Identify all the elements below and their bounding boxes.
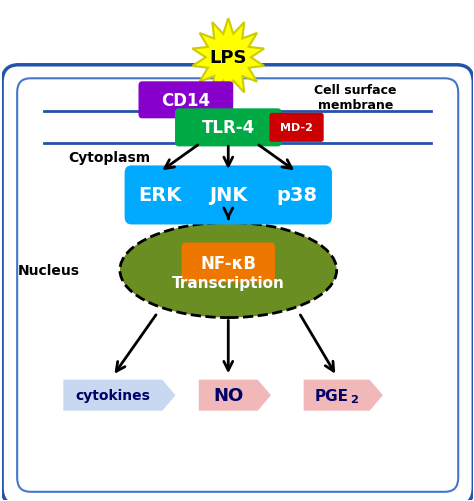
FancyBboxPatch shape [182,243,275,283]
Text: PGE: PGE [315,388,349,403]
Text: Cytoplasm: Cytoplasm [68,151,150,165]
Polygon shape [304,380,383,411]
FancyBboxPatch shape [125,166,332,225]
Polygon shape [192,19,264,97]
FancyBboxPatch shape [270,114,324,143]
Text: ERK: ERK [138,186,182,205]
FancyBboxPatch shape [175,109,282,147]
Text: NF-κB: NF-κB [201,254,256,272]
Polygon shape [199,380,271,411]
Text: 2: 2 [351,394,358,404]
Text: cytokines: cytokines [75,388,150,402]
Text: LPS: LPS [210,49,247,67]
Text: JNK: JNK [209,186,247,205]
FancyBboxPatch shape [2,66,474,501]
Text: Nucleus: Nucleus [18,264,80,278]
Ellipse shape [120,223,337,318]
Text: p38: p38 [276,186,317,205]
Text: Transcription: Transcription [172,276,285,291]
Text: NO: NO [213,386,243,404]
Text: Cell surface
membrane: Cell surface membrane [314,84,397,112]
FancyBboxPatch shape [138,82,233,119]
Polygon shape [64,380,175,411]
Text: CD14: CD14 [161,92,210,110]
Text: MD-2: MD-2 [280,123,313,133]
Text: TLR-4: TLR-4 [201,119,255,137]
